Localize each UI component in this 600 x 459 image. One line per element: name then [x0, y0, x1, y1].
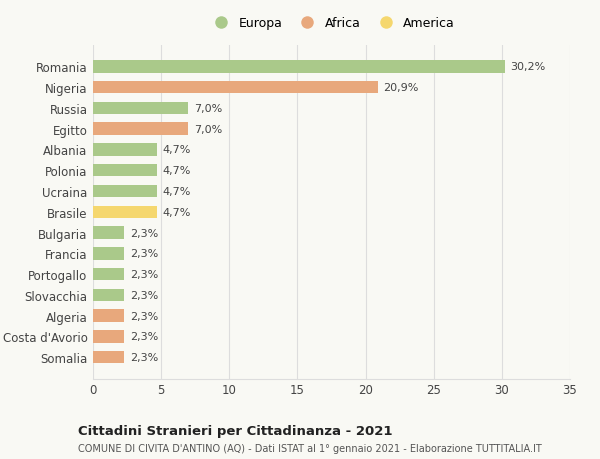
- Bar: [93, 227, 124, 239]
- Text: 4,7%: 4,7%: [163, 145, 191, 155]
- Text: 20,9%: 20,9%: [383, 83, 419, 93]
- Bar: [93, 351, 124, 364]
- Text: 2,3%: 2,3%: [130, 249, 158, 259]
- Bar: [93, 185, 157, 198]
- Text: 4,7%: 4,7%: [163, 166, 191, 176]
- Bar: [93, 247, 124, 260]
- Text: 2,3%: 2,3%: [130, 290, 158, 300]
- Text: 2,3%: 2,3%: [130, 269, 158, 280]
- Text: 4,7%: 4,7%: [163, 186, 191, 196]
- Text: 7,0%: 7,0%: [194, 104, 222, 114]
- Bar: [93, 82, 378, 94]
- Bar: [93, 310, 124, 322]
- Bar: [93, 123, 188, 135]
- Text: 2,3%: 2,3%: [130, 228, 158, 238]
- Text: 2,3%: 2,3%: [130, 353, 158, 362]
- Bar: [93, 61, 505, 73]
- Bar: [93, 268, 124, 280]
- Text: 7,0%: 7,0%: [194, 124, 222, 134]
- Text: Cittadini Stranieri per Cittadinanza - 2021: Cittadini Stranieri per Cittadinanza - 2…: [78, 425, 392, 437]
- Bar: [93, 144, 157, 157]
- Text: 2,3%: 2,3%: [130, 331, 158, 341]
- Bar: [93, 165, 157, 177]
- Text: 2,3%: 2,3%: [130, 311, 158, 321]
- Bar: [93, 289, 124, 302]
- Text: 30,2%: 30,2%: [510, 62, 545, 72]
- Text: 4,7%: 4,7%: [163, 207, 191, 217]
- Legend: Europa, Africa, America: Europa, Africa, America: [203, 12, 460, 35]
- Bar: [93, 330, 124, 343]
- Bar: [93, 102, 188, 115]
- Text: COMUNE DI CIVITA D'ANTINO (AQ) - Dati ISTAT al 1° gennaio 2021 - Elaborazione TU: COMUNE DI CIVITA D'ANTINO (AQ) - Dati IS…: [78, 443, 542, 453]
- Bar: [93, 206, 157, 218]
